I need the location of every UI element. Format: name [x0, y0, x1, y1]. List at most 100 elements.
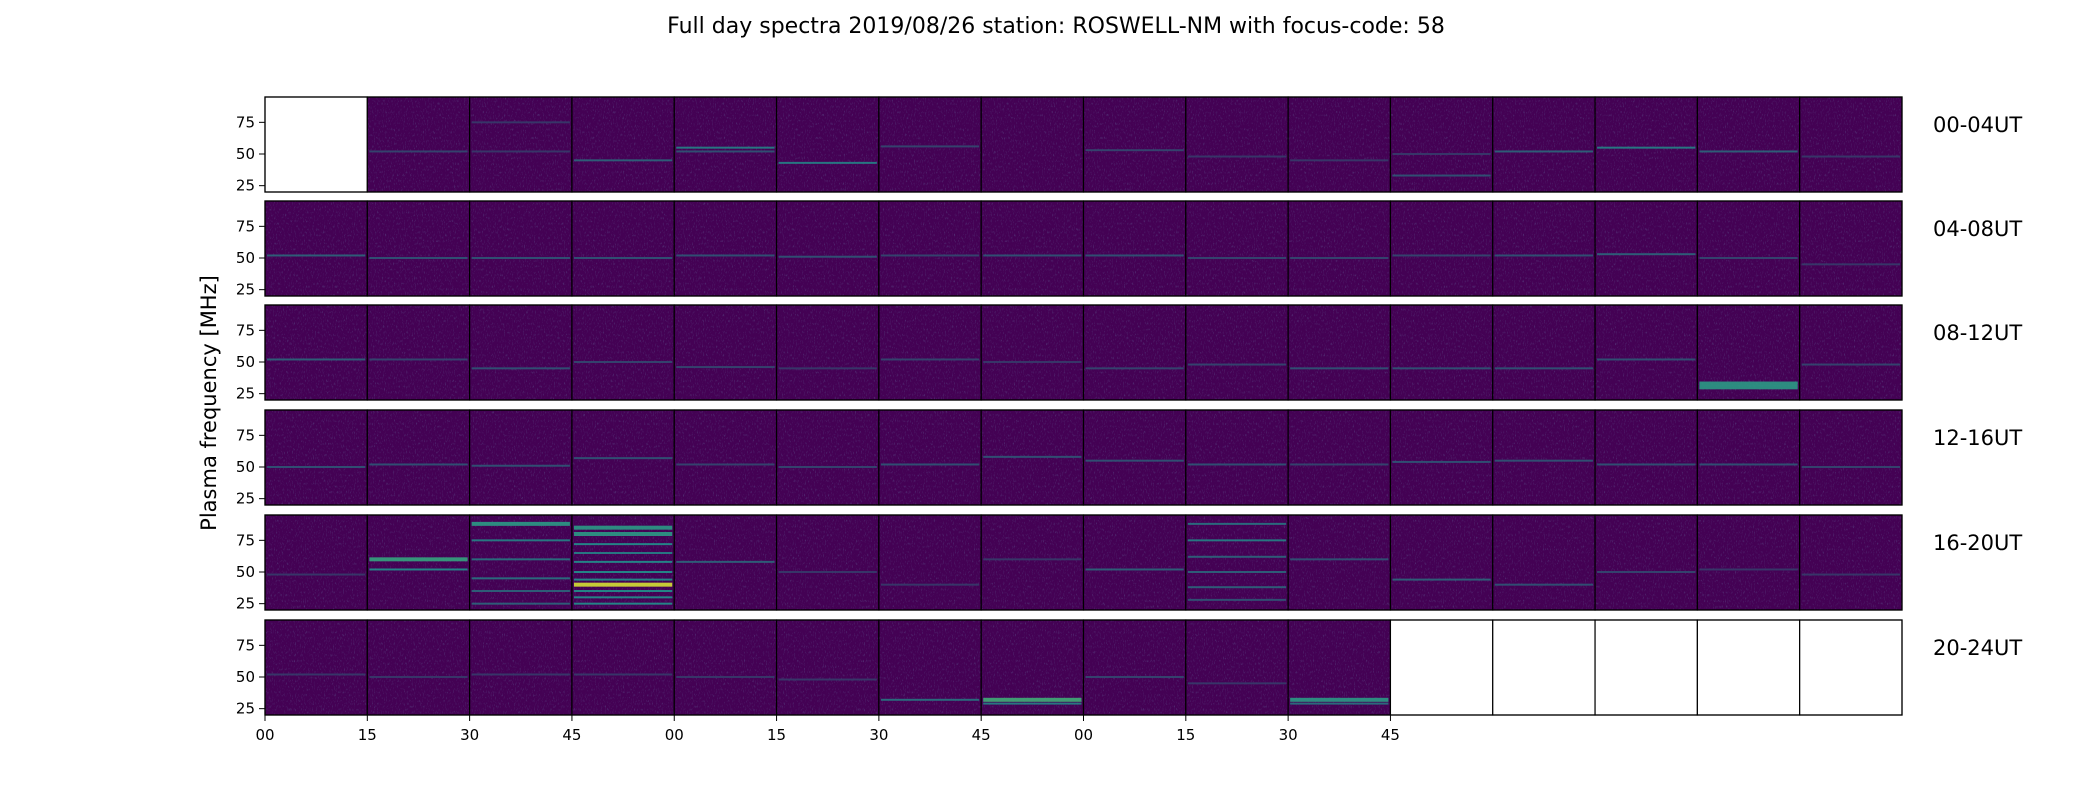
spectral-line [471, 602, 570, 605]
spectral-line [573, 552, 673, 554]
spectrum-panel [1799, 409, 1903, 506]
spectral-line [1801, 263, 1900, 266]
spectrum-panel [1492, 514, 1596, 611]
spectral-line [369, 257, 468, 259]
y-tick-label: 75 [236, 636, 255, 654]
spectrum-panel [1082, 200, 1187, 297]
spectral-line [1392, 578, 1491, 581]
panel-noise [1083, 410, 1186, 505]
panel-noise [469, 305, 572, 400]
empty-panel-frame [1492, 619, 1596, 716]
spectral-line [369, 568, 468, 571]
spectral-line [1699, 463, 1798, 466]
y-tick-label: 25 [236, 490, 255, 508]
spectrum-panel [571, 619, 675, 716]
spectral-line [573, 571, 673, 573]
spectra-row: 25 50 75 16-20UT [236, 514, 2022, 613]
spectral-line [369, 150, 468, 153]
panel-noise [1595, 305, 1698, 400]
spectrum-panel [264, 514, 368, 611]
spectral-line [778, 161, 877, 164]
spectrum-panel [1594, 200, 1698, 297]
panel-noise [878, 97, 982, 192]
spectral-line [778, 678, 877, 681]
spectrum-panel [1799, 200, 1903, 297]
panel-noise [1595, 515, 1698, 610]
panel-noise [1697, 410, 1800, 505]
spectrum-panel [1389, 96, 1494, 193]
spectral-line [1801, 466, 1900, 468]
spectrum-panel [366, 304, 471, 401]
spectral-line [1801, 573, 1900, 576]
panel-noise [776, 410, 879, 505]
spectral-line [880, 358, 980, 361]
spectrum-panel [571, 304, 675, 401]
empty-panel-frame [1389, 619, 1494, 716]
spectrum-panel [775, 200, 880, 297]
panel-noise [878, 410, 982, 505]
spectrum-panel [571, 514, 675, 611]
panel-noise [1492, 410, 1596, 505]
spectral-line [1699, 385, 1798, 390]
panel-noise [469, 97, 572, 192]
panel-noise [469, 410, 572, 505]
spectrum-panel [571, 409, 675, 506]
spectrum-panel [980, 96, 1085, 193]
y-tick-label: 50 [236, 668, 255, 686]
chart-title: Full day spectra 2019/08/26 station: ROS… [667, 14, 1445, 39]
row-frame [264, 409, 1903, 506]
y-tick-label: 50 [236, 249, 255, 267]
empty-panel-frame [1799, 619, 1903, 716]
spectral-line [573, 596, 673, 599]
panel-noise [1492, 97, 1596, 192]
spectrum-panel [1082, 304, 1187, 401]
spectrum-panel [366, 409, 471, 506]
y-tick-label: 25 [236, 595, 255, 613]
panel-noise [1288, 410, 1391, 505]
spectrum-panel [1389, 409, 1494, 506]
panel-noise [674, 410, 777, 505]
spectral-line [1290, 463, 1389, 466]
spectrum-panel [1696, 200, 1801, 297]
spectrum-panel [469, 619, 573, 716]
x-tick-label: 30 [1279, 726, 1298, 744]
spectrum-panel [1389, 304, 1494, 401]
panel-noise [674, 620, 777, 715]
spectral-line [778, 367, 877, 370]
panel-noise [1492, 305, 1596, 400]
panel-noise [265, 620, 368, 715]
spectral-line [471, 577, 570, 580]
spectral-line [983, 254, 1082, 257]
spectrum-panel [1185, 514, 1289, 611]
x-tick-label: 45 [1381, 726, 1400, 744]
panel-noise [776, 97, 879, 192]
spectral-line [1494, 583, 1594, 586]
x-tick-label: 15 [767, 726, 786, 744]
panel-noise [367, 620, 470, 715]
spectral-line [1699, 381, 1798, 386]
spectral-line [1187, 463, 1287, 466]
panel-noise [469, 201, 572, 296]
spectral-line [471, 367, 570, 370]
y-tick-label: 25 [236, 385, 255, 403]
spectrum-panel [1492, 304, 1596, 401]
spectral-line [983, 702, 1082, 705]
spectral-line [573, 543, 673, 546]
spectral-line [1290, 697, 1389, 702]
y-tick-label: 75 [236, 426, 255, 444]
row-label: 16-20UT [1933, 531, 2022, 555]
panel-noise [571, 201, 675, 296]
spectrum-panel [980, 619, 1085, 716]
panel-noise [265, 201, 368, 296]
spectrum-panel [1082, 96, 1187, 193]
spectrum-panel [264, 619, 368, 716]
spectrum-panel [1594, 514, 1698, 611]
panel-noise [1390, 201, 1493, 296]
spectral-line [1597, 253, 1696, 256]
spectrum-panel [673, 304, 778, 401]
spectrum-panel [775, 619, 880, 716]
y-tick-label: 75 [236, 217, 255, 235]
spectrum-panel [980, 200, 1085, 297]
panel-noise [878, 305, 982, 400]
spectral-line [1187, 522, 1287, 525]
